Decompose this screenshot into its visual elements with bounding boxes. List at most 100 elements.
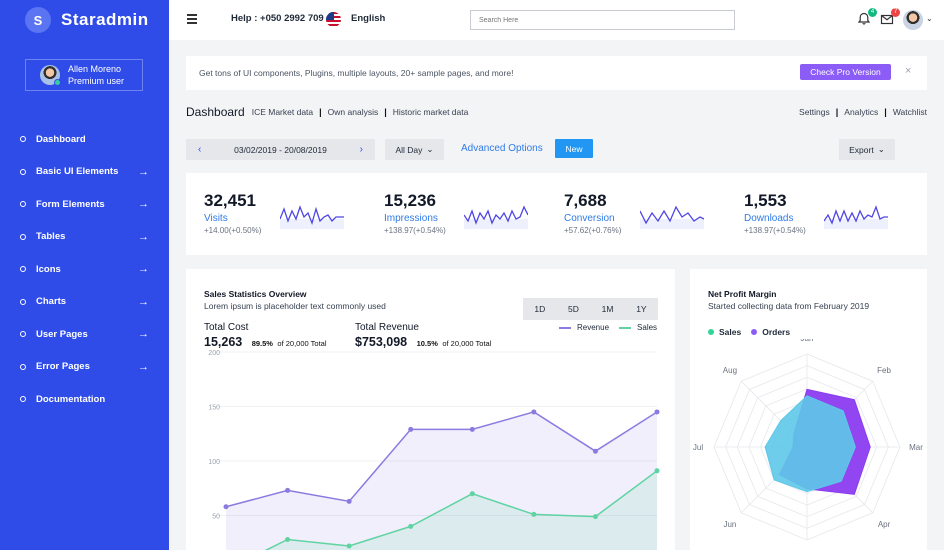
profile-card[interactable]: Allen Moreno Premium user: [25, 59, 143, 91]
period-5d[interactable]: 5D: [568, 304, 579, 314]
radar-axis-label: Apr: [878, 520, 891, 529]
sales-point: [654, 468, 660, 474]
separator: |: [384, 107, 387, 117]
chevron-down-icon: ⌄: [877, 144, 885, 154]
sidebar-item-error-pages[interactable]: Error Pages →: [0, 351, 169, 384]
net-profit-card: Net Profit Margin Started collecting dat…: [690, 269, 927, 550]
card-subtitle: Lorem ipsum is placeholder text commonly…: [204, 301, 386, 311]
topbar: Help : +050 2992 709 English 4 7 ⌄: [169, 0, 944, 40]
banner-text: Get tons of UI components, Plugins, mult…: [199, 68, 514, 78]
sparkline-downloads: [824, 205, 888, 229]
total-revenue-of: of 20,000 Total: [442, 339, 492, 348]
chevron-down-icon[interactable]: ⌄: [926, 14, 933, 23]
radar-sales: [764, 395, 856, 493]
stat-delta: +14.00(+0.50%): [204, 226, 262, 235]
messages-button[interactable]: 7: [880, 8, 900, 28]
sales-line-chart: 50 100 150 200: [208, 350, 660, 550]
bell-icon: [857, 12, 871, 25]
stat-label: Visits: [204, 213, 228, 224]
link-ice-market-data[interactable]: ICE Market data: [251, 107, 314, 117]
sidebar-item-tables[interactable]: Tables →: [0, 221, 169, 254]
radar-axis-label: Jan: [801, 339, 814, 343]
radar-legend: Sales Orders: [708, 327, 869, 337]
profile-name: Allen Moreno: [68, 64, 122, 74]
notifications-button[interactable]: 4: [857, 8, 877, 28]
sparkline-conversion: [640, 205, 704, 229]
period-1d[interactable]: 1D: [534, 304, 546, 314]
revenue-line: [225, 411, 658, 508]
radar-axis-label: Mar: [909, 443, 923, 452]
check-pro-button[interactable]: Check Pro Version: [800, 64, 891, 80]
sales-point: [531, 511, 537, 517]
stat-impressions: 15,236 Impressions +138.97(+0.54%): [384, 191, 528, 235]
bullet-icon: [20, 201, 26, 208]
us-flag-icon[interactable]: [326, 12, 341, 27]
sidebar-item-label: Tables: [36, 231, 66, 243]
stat-label: Impressions: [384, 213, 438, 224]
chevron-left-icon[interactable]: ‹: [198, 144, 202, 155]
total-revenue-pct: 10.5%: [416, 339, 438, 348]
chevron-right-icon[interactable]: ›: [359, 144, 363, 155]
bullet-icon: [20, 331, 26, 338]
sales-point: [408, 523, 414, 529]
stat-value: 1,553: [744, 191, 787, 210]
all-day-dropdown[interactable]: All Day ⌄: [385, 139, 444, 160]
date-range-value[interactable]: 03/02/2019 - 20/08/2019: [234, 144, 327, 155]
stat-label: Conversion: [564, 213, 615, 224]
stat-value: 7,688: [564, 191, 607, 210]
total-cost-pct: 89.5%: [251, 339, 273, 348]
legend-sales: Sales: [708, 327, 741, 337]
search-input[interactable]: [470, 10, 735, 30]
sidebar-item-documentation[interactable]: Documentation: [0, 383, 169, 416]
link-own-analysis[interactable]: Own analysis: [327, 107, 379, 117]
export-dropdown[interactable]: Export ⌄: [839, 139, 895, 160]
messages-badge: 7: [891, 8, 900, 17]
sidebar-item-dashboard[interactable]: Dashboard: [0, 123, 169, 156]
sidebar-item-label: Basic UI Elements: [36, 166, 119, 178]
menu-icon[interactable]: [187, 14, 197, 26]
advanced-options-link[interactable]: Advanced Options: [461, 143, 543, 154]
date-range-picker: ‹ 03/02/2019 - 20/08/2019 ›: [186, 139, 375, 160]
sales-point: [285, 536, 291, 542]
brand-logo-icon: S: [25, 7, 51, 33]
sidebar-item-basic-ui-elements[interactable]: Basic UI Elements →: [0, 156, 169, 189]
total-cost: Total Cost 15,263 89.5% of 20,000 Total: [204, 322, 327, 351]
stat-delta: +57.62(+0.76%): [564, 226, 622, 235]
sidebar-item-form-elements[interactable]: Form Elements →: [0, 188, 169, 221]
sparkline-visits: [280, 205, 344, 229]
new-button[interactable]: New: [555, 139, 593, 158]
stat-delta: +138.97(+0.54%): [744, 226, 806, 235]
sales-point: [346, 543, 352, 549]
link-analytics[interactable]: Analytics: [844, 107, 879, 117]
period-1y[interactable]: 1Y: [636, 304, 647, 314]
sidebar-item-icons[interactable]: Icons →: [0, 253, 169, 286]
radar-axis-label: Jun: [723, 520, 736, 529]
separator: |: [884, 107, 887, 117]
legend-sales: Sales: [619, 323, 657, 332]
sidebar-item-charts[interactable]: Charts →: [0, 286, 169, 319]
sidebar-item-user-pages[interactable]: User Pages →: [0, 318, 169, 351]
arrow-right-icon: →: [138, 263, 149, 276]
legend-orders: Orders: [751, 327, 790, 337]
period-selector: 1D 5D 1M 1Y: [523, 298, 658, 320]
brand[interactable]: S Staradmin: [0, 0, 169, 40]
avatar: [40, 65, 61, 86]
link-watchlist[interactable]: Watchlist: [892, 107, 927, 117]
arrow-right-icon: →: [138, 295, 149, 308]
link-historic-market-data[interactable]: Historic market data: [392, 107, 469, 117]
total-cost-of: of 20,000 Total: [277, 339, 327, 348]
card-subtitle: Started collecting data from February 20…: [708, 301, 870, 311]
bullet-icon: [20, 233, 26, 240]
stats-card: 32,451 Visits +14.00(+0.50%) 15,236 Impr…: [186, 173, 927, 255]
user-avatar[interactable]: [903, 10, 923, 30]
sidebar: S Staradmin Allen Moreno Premium user Da…: [0, 0, 169, 550]
period-1m[interactable]: 1M: [601, 304, 614, 314]
link-settings[interactable]: Settings: [799, 107, 830, 117]
language-selector[interactable]: English: [351, 13, 386, 24]
revenue-point: [469, 426, 475, 432]
all-day-label: All Day: [395, 144, 423, 155]
stat-label: Downloads: [744, 213, 794, 224]
revenue-point: [531, 409, 537, 415]
arrow-right-icon: →: [138, 360, 149, 373]
close-icon[interactable]: ×: [905, 65, 912, 77]
